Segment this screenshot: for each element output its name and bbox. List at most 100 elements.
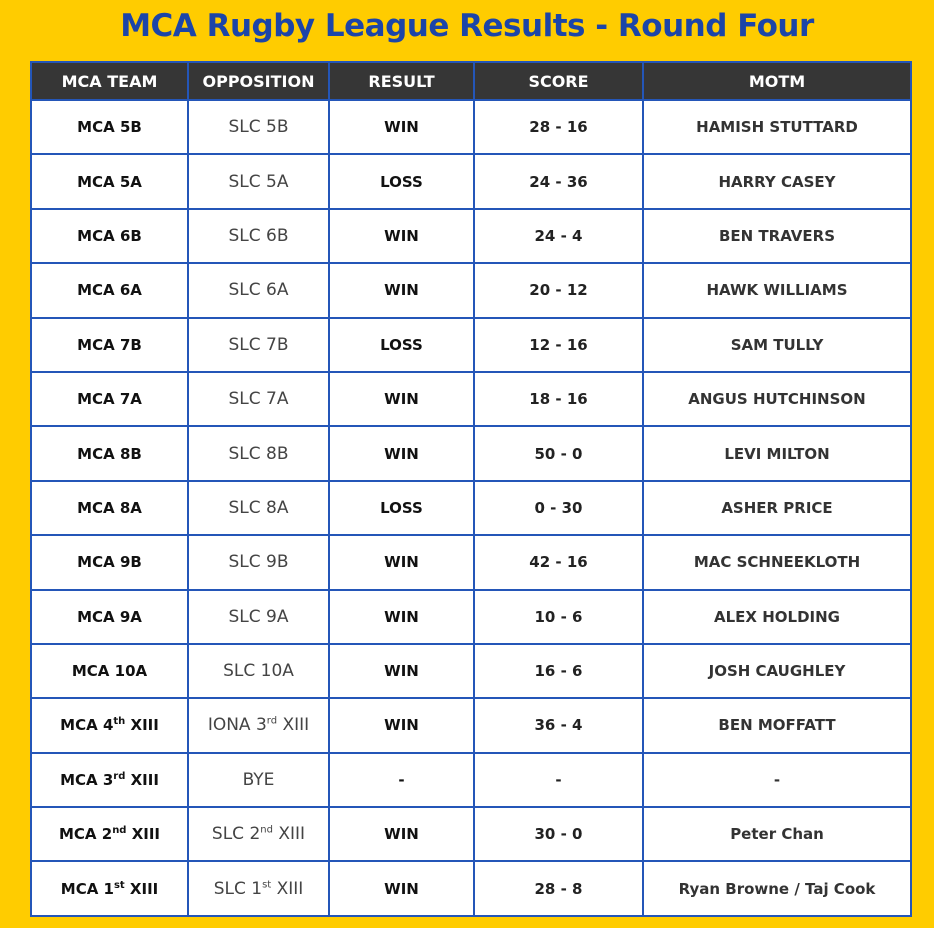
- cell-text: XIII: [124, 879, 159, 898]
- table-row: MCA 9A SLC 9A WIN 10 - 6 ALEX HOLDING: [30, 588, 912, 645]
- table-cell: 20 - 12: [473, 262, 644, 319]
- superscript: nd: [112, 825, 127, 837]
- table-cell: SAM TULLY: [642, 316, 912, 373]
- table-cell: WIN: [328, 534, 475, 591]
- table-cell: WIN: [328, 588, 475, 645]
- table-row: MCA 8A SLC 8A LOSS 0 - 30 ASHER PRICE: [30, 479, 912, 537]
- table-row: MCA 5B SLC 5B WIN 28 - 16 HAMISH STUTTARD: [30, 98, 912, 156]
- cell-text: XIII: [126, 825, 160, 844]
- table-cell: BEN TRAVERS: [642, 207, 912, 265]
- table-cell: MCA 8A: [30, 479, 189, 537]
- table-cell: SLC 6B: [187, 207, 330, 265]
- table-body: MCA 5B SLC 5B WIN 28 - 16 HAMISH STUTTARD MCA…: [30, 98, 912, 917]
- table-cell: WIN: [328, 370, 475, 428]
- superscript: rd: [266, 715, 278, 727]
- table-cell: WIN: [328, 806, 475, 863]
- table-cell: SLC 9B: [187, 534, 330, 591]
- cell-text: XIII: [272, 824, 306, 845]
- table-row: MCA 6B SLC 6B WIN 24 - 4 BEN TRAVERS: [30, 207, 912, 265]
- table-cell: SLC 2nd XIII: [187, 806, 330, 863]
- table-cell: 18 - 16: [473, 370, 644, 428]
- table-cell: LOSS: [328, 479, 475, 537]
- table-cell: BYE: [187, 751, 330, 809]
- table-cell: JOSH CAUGHLEY: [642, 642, 912, 700]
- table-cell: LEVI MILTON: [642, 425, 912, 482]
- table-cell: WIN: [328, 262, 475, 319]
- table-cell: MCA 10A: [30, 642, 189, 700]
- table-cell: HARRY CASEY: [642, 153, 912, 210]
- table-cell: MCA 7B: [30, 316, 189, 373]
- table-row: MCA 6A SLC 6A WIN 20 - 12 HAWK WILLIAMS: [30, 262, 912, 319]
- table-cell: SLC 5B: [187, 98, 330, 156]
- table-cell: 42 - 16: [473, 534, 644, 591]
- table-cell: IONA 3rd XIII: [187, 697, 330, 754]
- table-cell: MCA 1st XIII: [30, 860, 189, 917]
- table-cell: LOSS: [328, 153, 475, 210]
- table-cell: WIN: [328, 697, 475, 754]
- cell-text: MCA 4: [60, 716, 114, 735]
- table-row: MCA 1st XIII SLC 1st XIII WIN 28 - 8 Ryan Br…: [30, 860, 912, 917]
- table-cell: MCA 7A: [30, 370, 189, 428]
- table-cell: Ryan Browne / Taj Cook: [642, 860, 912, 917]
- cell-text: SLC 1: [213, 878, 263, 899]
- table-cell: ALEX HOLDING: [642, 588, 912, 645]
- superscript: st: [262, 879, 272, 890]
- table-cell: MCA 6A: [30, 262, 189, 319]
- superscript: th: [113, 716, 126, 728]
- cell-text: XIII: [125, 716, 159, 735]
- table-cell: SLC 8A: [187, 479, 330, 537]
- cell-text: XIII: [271, 878, 304, 899]
- column-header: OPPOSITION: [187, 61, 330, 101]
- cell-text: MCA 1: [60, 879, 114, 898]
- table-cell: MCA 9A: [30, 588, 189, 645]
- table-cell: 50 - 0: [473, 425, 644, 482]
- table-row: MCA 9B SLC 9B WIN 42 - 16 MAC SCHNEEKLOTH: [30, 534, 912, 591]
- title: MCA Rugby League Results - Round Four: [120, 8, 814, 44]
- table-cell: 0 - 30: [473, 479, 644, 537]
- table-cell: WIN: [328, 425, 475, 482]
- table-cell: -: [473, 751, 644, 809]
- table-cell: ASHER PRICE: [642, 479, 912, 537]
- table-cell: ANGUS HUTCHINSON: [642, 370, 912, 428]
- table-cell: WIN: [328, 98, 475, 156]
- column-header: MCA TEAM: [30, 61, 189, 101]
- table-cell: MCA 9B: [30, 534, 189, 591]
- table-cell: 12 - 16: [473, 316, 644, 373]
- table-cell: MCA 3rd XIII: [30, 751, 189, 809]
- cell-text: MCA 3: [60, 770, 114, 789]
- table-cell: 28 - 16: [473, 98, 644, 156]
- table-cell: HAWK WILLIAMS: [642, 262, 912, 319]
- table-cell: 30 - 0: [473, 806, 644, 863]
- table-cell: BEN MOFFATT: [642, 697, 912, 754]
- table-row: MCA 10A SLC 10A WIN 16 - 6 JOSH CAUGHLEY: [30, 642, 912, 700]
- column-header: SCORE: [473, 61, 644, 101]
- table-cell: 16 - 6: [473, 642, 644, 700]
- superscript: nd: [260, 824, 273, 836]
- cell-text: SLC 2: [211, 824, 261, 845]
- table-row: MCA 3rd XIII BYE - - -: [30, 751, 912, 809]
- table-cell: SLC 10A: [187, 642, 330, 700]
- header-row: MCA TEAM OPPOSITION RESULT SCORE MOTM: [30, 61, 912, 101]
- table-cell: MCA 4th XIII: [30, 697, 189, 754]
- table-cell: 10 - 6: [473, 588, 644, 645]
- table-row: MCA 5A SLC 5A LOSS 24 - 36 HARRY CASEY: [30, 153, 912, 210]
- table-cell: SLC 1st XIII: [187, 860, 330, 917]
- table-cell: MCA 5A: [30, 153, 189, 210]
- cell-text: XIII: [277, 715, 310, 736]
- table-cell: -: [642, 751, 912, 809]
- table-cell: 24 - 4: [473, 207, 644, 265]
- table-row: MCA 8B SLC 8B WIN 50 - 0 LEVI MILTON: [30, 425, 912, 482]
- results-table: MCA TEAM OPPOSITION RESULT SCORE MOTM MCA 5B…: [30, 61, 912, 917]
- cell-text: MCA 2: [58, 825, 113, 844]
- table-row: MCA 4th XIII IONA 3rd XIII WIN 36 - 4 BEN MO…: [30, 697, 912, 754]
- table-cell: SLC 6A: [187, 262, 330, 319]
- superscript: st: [113, 879, 125, 891]
- table-cell: WIN: [328, 642, 475, 700]
- table-cell: SLC 8B: [187, 425, 330, 482]
- table-cell: HAMISH STUTTARD: [642, 98, 912, 156]
- table-cell: 28 - 8: [473, 860, 644, 917]
- table-row: MCA 7B SLC 7B LOSS 12 - 16 SAM TULLY: [30, 316, 912, 373]
- table-cell: SLC 9A: [187, 588, 330, 645]
- table-cell: MCA 6B: [30, 207, 189, 265]
